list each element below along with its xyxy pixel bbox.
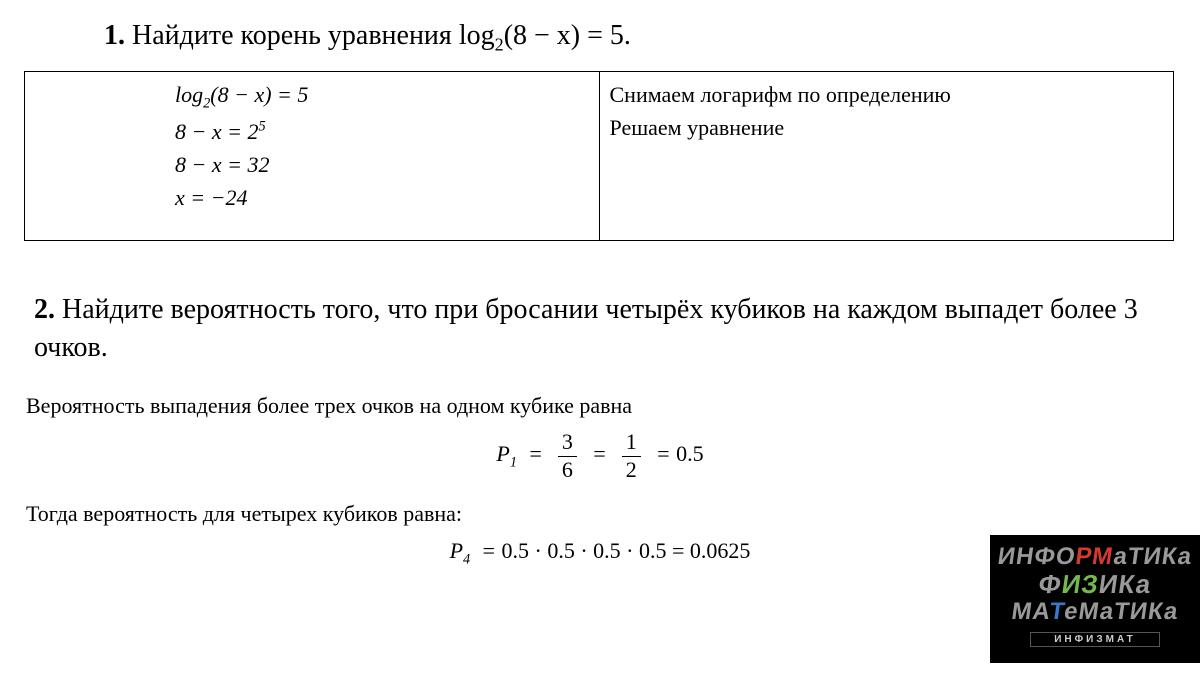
fraction: 36 [558,429,577,483]
watermark-banner: ИНФОРМаТИКа ФИЗИКа МАТеМаТИКа ИНФИЗМАТ [990,535,1200,663]
problem2-number: 2. [34,294,55,325]
page-content: 1. Найдите корень уравнения log2(8 − x) … [0,0,1200,569]
problem1-solution-left: log2(8 − x) = 5 8 − x = 25 8 − x = 32 x … [25,72,600,241]
problem1-solution-right: Снимаем логарифм по определению Решаем у… [599,72,1174,241]
problem2-line2: Тогда вероятность для четырех кубиков ра… [24,499,1176,530]
banner-word-informatika: ИНФОРМаТИКа [994,543,1196,571]
problem1-heading: 1. Найдите корень уравнения log2(8 − x) … [24,18,1176,57]
banner-subtitle: ИНФИЗМАТ [1030,632,1160,647]
explanation-line: Снимаем логарифм по определению [610,78,1164,111]
problem2-equation1: P1 = 36 = 12 = 0.5 [24,429,1176,483]
problem1-text: Найдите корень уравнения [125,20,459,51]
fraction: 12 [622,429,641,483]
problem2-text: Найдите вероятность того, что при бросан… [34,294,1138,363]
banner-word-fizika: ФИЗИКа [994,569,1196,600]
problem2-heading: 2. Найдите вероятность того, что при бро… [24,291,1176,367]
explanation-line: Решаем уравнение [610,111,1164,144]
banner-word-matematika: МАТеМаТИКа [994,598,1196,626]
solution-step: 8 − x = 32 [175,148,589,181]
solution-step: 8 − x = 25 [175,115,589,148]
problem1-solution-table: log2(8 − x) = 5 8 − x = 25 8 − x = 32 x … [24,71,1174,241]
problem1-number: 1. [104,20,125,51]
solution-step: log2(8 − x) = 5 [175,78,589,115]
solution-step: x = −24 [175,181,589,214]
problem2-line1: Вероятность выпадения более трех очков н… [24,391,1176,422]
problem1-math: log2(8 − x) = 5 [459,20,624,51]
